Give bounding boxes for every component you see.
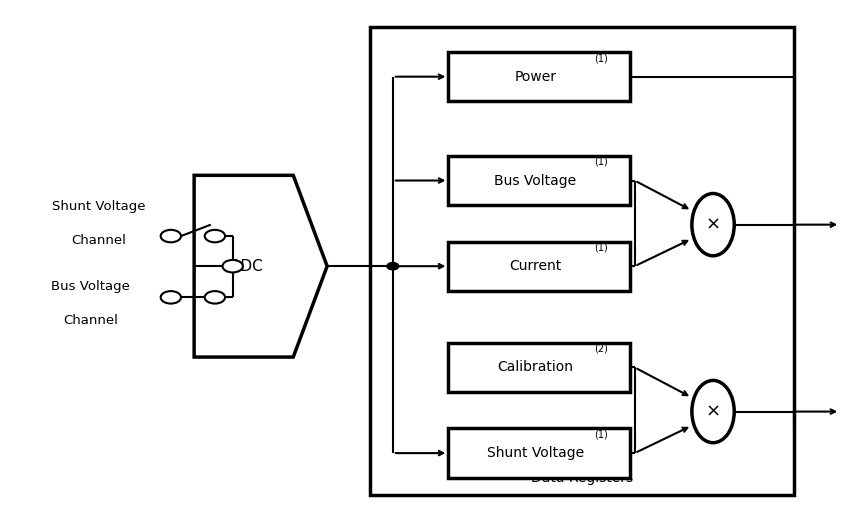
Text: (1): (1): [594, 53, 608, 63]
Circle shape: [205, 291, 225, 304]
Bar: [448, 429, 631, 478]
Text: ×: ×: [706, 216, 721, 234]
Polygon shape: [194, 175, 327, 357]
Text: ×: ×: [706, 402, 721, 421]
Bar: [448, 343, 631, 392]
Text: Bus Voltage: Bus Voltage: [494, 173, 576, 187]
Text: Power: Power: [514, 69, 556, 84]
Circle shape: [387, 263, 399, 270]
Ellipse shape: [692, 194, 734, 256]
Text: Data Registers: Data Registers: [530, 471, 632, 485]
Text: (1): (1): [594, 243, 608, 253]
Bar: [370, 27, 794, 495]
Text: (1): (1): [594, 157, 608, 167]
Text: Channel: Channel: [71, 234, 127, 247]
Text: Shunt Voltage: Shunt Voltage: [486, 446, 584, 460]
Text: Current: Current: [509, 259, 561, 273]
Text: Channel: Channel: [63, 314, 118, 327]
Text: (2): (2): [594, 344, 608, 354]
Bar: [448, 242, 631, 291]
Bar: [448, 156, 631, 205]
Text: Shunt Voltage: Shunt Voltage: [52, 200, 145, 213]
Ellipse shape: [692, 381, 734, 443]
Text: Calibration: Calibration: [497, 360, 573, 374]
Bar: [448, 52, 631, 101]
Circle shape: [223, 260, 243, 272]
Circle shape: [161, 230, 181, 242]
Text: Bus Voltage: Bus Voltage: [51, 280, 130, 293]
Text: ADC: ADC: [230, 259, 264, 274]
Text: (1): (1): [594, 430, 608, 440]
Circle shape: [161, 291, 181, 304]
Circle shape: [205, 230, 225, 242]
